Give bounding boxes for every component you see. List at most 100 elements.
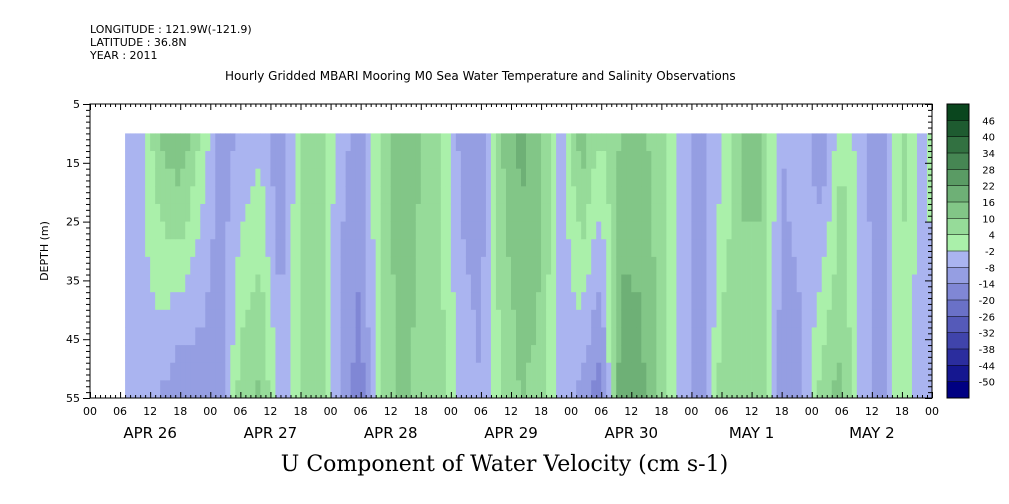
heatmap-cell	[706, 380, 712, 399]
heatmap-cell	[656, 186, 662, 205]
heatmap-cell	[806, 274, 813, 293]
heatmap-cell	[455, 327, 462, 346]
heatmap-cell	[836, 380, 843, 399]
heatmap-cell	[375, 221, 382, 240]
heatmap-cell	[846, 133, 853, 152]
heatmap-cell	[881, 362, 888, 381]
x-hour-label: 18	[895, 405, 909, 418]
heatmap-cell	[561, 274, 567, 293]
heatmap-cell	[551, 239, 557, 258]
heatmap-cell	[300, 309, 306, 328]
heatmap-cell	[896, 151, 903, 170]
heatmap-cell	[621, 256, 627, 275]
heatmap-cell	[586, 168, 592, 187]
heatmap-cell	[631, 203, 637, 222]
heatmap-cell	[531, 327, 537, 346]
heatmap-cell	[766, 221, 773, 240]
heatmap-cell	[275, 274, 281, 293]
heatmap-cell	[596, 380, 602, 399]
heatmap-cell	[926, 345, 933, 364]
heatmap-cell	[380, 327, 387, 346]
heatmap-cell	[150, 274, 156, 293]
heatmap-cell	[465, 133, 472, 152]
heatmap-cell	[511, 345, 517, 364]
colorbar-bin	[947, 169, 969, 186]
heatmap-cell	[636, 309, 642, 328]
heatmap-cell	[425, 151, 432, 170]
heatmap-cell	[561, 256, 567, 275]
heatmap-cell	[155, 327, 161, 346]
heatmap-cell	[536, 168, 542, 187]
heatmap-cell	[741, 292, 747, 311]
heatmap-cell	[816, 133, 823, 152]
heatmap-cell	[541, 380, 547, 399]
heatmap-cell	[315, 133, 321, 152]
heatmap-cell	[365, 274, 372, 293]
heatmap-cell	[135, 309, 141, 328]
y-tick-label: 5	[73, 98, 80, 111]
heatmap-cell	[856, 221, 863, 240]
heatmap-cell	[571, 309, 577, 328]
heatmap-cell	[490, 309, 497, 328]
heatmap-cell	[175, 168, 181, 187]
heatmap-cell	[851, 133, 858, 152]
heatmap-cell	[896, 133, 903, 152]
heatmap-cell	[500, 151, 507, 170]
heatmap-cell	[150, 221, 156, 240]
heatmap-cell	[591, 380, 597, 399]
heatmap-cell	[405, 345, 412, 364]
heatmap-cell	[656, 380, 662, 399]
heatmap-cell	[526, 362, 532, 381]
heatmap-cell	[596, 186, 602, 205]
heatmap-cell	[470, 221, 477, 240]
heatmap-cell	[360, 292, 367, 311]
heatmap-cell	[656, 256, 662, 275]
heatmap-cell	[656, 203, 662, 222]
heatmap-cell	[240, 380, 246, 399]
heatmap-cell	[440, 203, 447, 222]
heatmap-cell	[876, 168, 883, 187]
heatmap-cell	[375, 133, 382, 152]
heatmap-cell	[195, 274, 201, 293]
heatmap-cell	[861, 151, 868, 170]
heatmap-cell	[816, 203, 823, 222]
heatmap-cell	[776, 203, 783, 222]
heatmap-cell	[375, 380, 382, 399]
heatmap-cell	[160, 274, 166, 293]
x-hour-label: 06	[354, 405, 368, 418]
heatmap-cell	[350, 168, 357, 187]
heatmap-cell	[465, 380, 472, 399]
heatmap-cell	[140, 221, 146, 240]
heatmap-cell	[851, 345, 858, 364]
heatmap-cell	[490, 239, 497, 258]
heatmap-cell	[135, 380, 141, 399]
heatmap-cell	[911, 151, 918, 170]
heatmap-cell	[460, 239, 467, 258]
heatmap-cell	[696, 309, 702, 328]
heatmap-cell	[896, 309, 903, 328]
heatmap-cell	[531, 203, 537, 222]
heatmap-cell	[370, 345, 377, 364]
heatmap-cell	[696, 203, 702, 222]
heatmap-cell	[651, 380, 657, 399]
heatmap-cell	[776, 186, 783, 205]
heatmap-cell	[345, 345, 352, 364]
y-tick-label: 35	[66, 274, 80, 287]
heatmap-cell	[566, 168, 572, 187]
heatmap-cell	[475, 327, 482, 346]
heatmap-cell	[330, 151, 336, 170]
heatmap-cell	[270, 203, 276, 222]
heatmap-cell	[661, 133, 667, 152]
heatmap-cell	[330, 256, 336, 275]
heatmap-cell	[741, 380, 747, 399]
heatmap-cell	[140, 151, 146, 170]
colorbar-bin	[947, 283, 969, 301]
colorbar-label: 40	[982, 133, 995, 144]
heatmap-cell	[651, 203, 657, 222]
heatmap-cell	[696, 274, 702, 293]
heatmap-cell	[786, 274, 793, 293]
heatmap-cell	[290, 186, 296, 205]
heatmap-cell	[736, 256, 742, 275]
heatmap-cell	[666, 256, 672, 275]
heatmap-cell	[676, 203, 682, 222]
